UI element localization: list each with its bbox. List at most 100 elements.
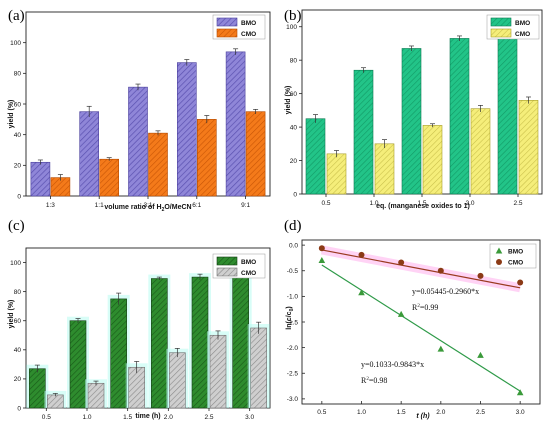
ylabel-c: yield (%) [8, 300, 15, 329]
bmo-fit-line [321, 264, 521, 392]
xlabel-c: time (h) [135, 413, 160, 420]
x-tick-label: 2.0 [164, 414, 173, 421]
legend-label-bmo: BMO [508, 249, 523, 256]
bmo-bar [69, 320, 87, 409]
legend-label-bmo: BMO [241, 20, 256, 27]
legend-swatch-cmo [216, 267, 238, 277]
x-tick-label: 2.0 [465, 200, 474, 207]
legend-swatch-bmo [216, 256, 238, 266]
y-tick-label: 100 [10, 260, 21, 267]
plot-frame [25, 247, 271, 409]
cmo-r2-value: =0.99 [420, 303, 439, 312]
ylabel-d: ln(c/c0) [286, 306, 295, 329]
legend-label-bmo: BMO [241, 259, 256, 266]
bmo-fit-equation: y=0.1033-0.9843*x [361, 360, 424, 369]
bmo-fit-r2: R2=0.98 [361, 376, 387, 385]
bmo-bar [305, 118, 326, 195]
bmo-bar [191, 276, 209, 409]
y-tick-label: 60 [14, 318, 22, 325]
x-tick-label: 1.0 [357, 409, 366, 416]
x-tick-label: 2.5 [204, 414, 213, 421]
bmo-r2-label: R [361, 376, 367, 385]
bmo-point [477, 351, 484, 358]
y-tick-label: 0 [293, 191, 297, 198]
x-tick-label: 0.5 [42, 414, 51, 421]
y-tick-label: 80 [14, 289, 22, 296]
x-tick-label: 3.0 [245, 414, 254, 421]
cmo-fit-line [321, 249, 521, 289]
xlabel-a-mid: O/MeCN [164, 204, 191, 211]
legend-swatch-bmo [490, 17, 512, 27]
bmo-bar [353, 69, 374, 195]
legend-label-cmo: CMO [241, 270, 256, 277]
y-tick-label: 100 [10, 40, 21, 47]
legend-swatch-cmo [490, 28, 512, 38]
bmo-bar [30, 161, 51, 197]
xlabel-a: volume ratio of H2O/MeCN [104, 204, 191, 213]
x-tick-label: 1.5 [397, 409, 406, 416]
bmo-r2-sup: 2 [366, 377, 369, 382]
y-tick-label: -1.5 [287, 319, 299, 326]
panel-label-c: (c) [8, 218, 25, 234]
y-tick-label: 20 [14, 376, 22, 383]
legend-label-cmo: CMO [241, 31, 256, 38]
x-tick-label: 0.5 [317, 409, 326, 416]
x-tick-label: 6:1 [192, 202, 201, 209]
x-tick-label: 1.0 [82, 414, 91, 421]
cmo-fit-equation: y=0.05445-0.2960*x [412, 287, 479, 296]
cmo-bar [169, 352, 186, 409]
bmo-point [318, 257, 326, 263]
cmo-bar [209, 334, 227, 409]
x-tick-label: 2.0 [436, 409, 445, 416]
xlabel-d: t (h) [416, 413, 430, 420]
bmo-bar [177, 62, 197, 197]
cmo-bar [47, 394, 64, 409]
cmo-point [318, 245, 325, 252]
y-tick-label: 0.0 [289, 242, 298, 249]
x-tick-label: 1:1 [95, 202, 104, 209]
cmo-bar [87, 382, 105, 409]
y-tick-label: -2.5 [287, 371, 299, 378]
cmo-point [398, 259, 405, 266]
legend-swatch-bmo [216, 17, 238, 27]
bmo-point [397, 310, 405, 317]
y-tick-label: 20 [290, 158, 298, 165]
x-tick-label: 1:3 [46, 202, 55, 209]
cmo-bar [326, 153, 347, 195]
cmo-r2-sup: 2 [417, 304, 420, 309]
xlabel-b: eq. (manganese oxides to 1) [376, 203, 470, 210]
x-tick-label: 3.0 [516, 409, 525, 416]
bmo-bar [497, 36, 518, 195]
legend-swatch-cmo [216, 28, 238, 38]
x-tick-label: 1.5 [123, 414, 132, 421]
x-tick-label: 1.0 [369, 200, 378, 207]
xlabel-a-sub: 2 [162, 207, 165, 213]
cmo-bar [148, 132, 168, 197]
ylabel-b: yield (%) [285, 86, 292, 115]
ylabel-d-sub: 0 [289, 308, 295, 311]
bmo-bar [232, 268, 249, 409]
x-tick-label: 9:1 [241, 202, 250, 209]
bmo-bar [79, 111, 99, 197]
cmo-bar [518, 100, 539, 195]
bmo-bar [151, 278, 168, 409]
cmo-point [358, 251, 365, 258]
x-tick-label: 0.5 [321, 200, 330, 207]
x-tick-label: 3:1 [143, 202, 152, 209]
y-tick-label: 0 [17, 193, 21, 200]
y-tick-label: 80 [290, 57, 298, 64]
y-tick-label: 100 [286, 24, 297, 31]
cmo-fit-r2: R2=0.99 [412, 303, 438, 312]
bmo-point [516, 389, 524, 396]
legend-label-cmo: CMO [508, 260, 523, 267]
x-tick-label: 2.5 [476, 409, 485, 416]
y-tick-label: -0.5 [287, 268, 299, 275]
legend-swatch-cmo [496, 259, 502, 265]
y-tick-label: 60 [290, 91, 298, 98]
bmo-r2-value: =0.98 [369, 376, 388, 385]
y-tick-label: 40 [290, 124, 298, 131]
ylabel-d-prefix: ln(c/c [286, 311, 293, 329]
xlabel-a-prefix: volume ratio of H [104, 204, 161, 211]
ylabel-a: yield (%) [8, 100, 15, 129]
